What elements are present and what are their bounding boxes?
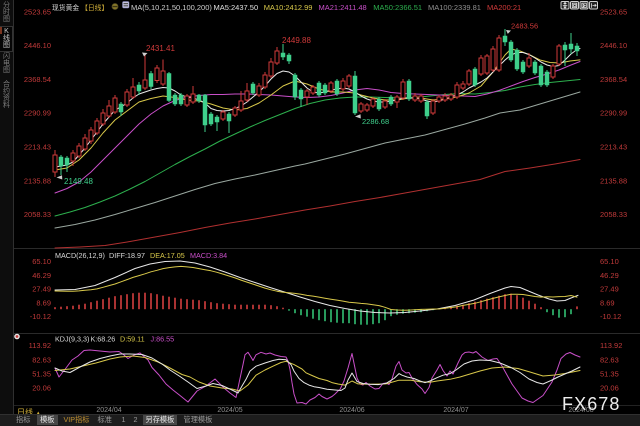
svg-text:-10.12: -10.12 (600, 312, 621, 321)
svg-text:J:86.55: J:86.55 (151, 335, 175, 344)
svg-text:2431.41: 2431.41 (146, 44, 175, 53)
svg-text:2024/04: 2024/04 (96, 407, 121, 414)
svg-text:20.06: 20.06 (600, 384, 619, 393)
svg-text:113.92: 113.92 (600, 341, 622, 350)
svg-text:113.92: 113.92 (29, 341, 51, 350)
svg-text:8.69: 8.69 (600, 299, 615, 308)
svg-text:8.69: 8.69 (36, 299, 51, 308)
svg-text:2290.99: 2290.99 (600, 109, 627, 118)
svg-text:2058.33: 2058.33 (600, 210, 627, 219)
svg-text:2290.99: 2290.99 (24, 109, 51, 118)
svg-text:2024/06: 2024/06 (339, 407, 364, 414)
svg-text:65.10: 65.10 (600, 257, 619, 266)
svg-text:2058.33: 2058.33 (24, 210, 51, 219)
svg-text:现货黄金 【日线】: 现货黄金 【日线】 (52, 3, 108, 12)
svg-text:MA(5,10,21,50,100,200): MA(5,10,21,50,100,200) (131, 3, 212, 12)
svg-text:65.10: 65.10 (32, 257, 51, 266)
svg-text:MA200:21: MA200:21 (487, 3, 521, 12)
svg-text:2149.48: 2149.48 (64, 177, 93, 186)
svg-text:2024/08: 2024/08 (568, 407, 593, 414)
svg-text:DIFF:18.97: DIFF:18.97 (109, 251, 145, 260)
svg-text:2368.54: 2368.54 (24, 75, 51, 84)
svg-text:20.06: 20.06 (32, 384, 51, 393)
svg-text:2483.56: 2483.56 (511, 22, 538, 31)
svg-text:2368.54: 2368.54 (600, 75, 627, 84)
svg-text:KDJ(9,3,3): KDJ(9,3,3) (55, 335, 89, 344)
svg-text:82.63: 82.63 (32, 355, 51, 364)
svg-text:MACD:3.84: MACD:3.84 (190, 251, 227, 260)
svg-text:2213.43: 2213.43 (24, 143, 51, 152)
svg-text:27.49: 27.49 (32, 285, 51, 294)
svg-text:D:59.11: D:59.11 (120, 335, 145, 344)
svg-text:2446.10: 2446.10 (24, 41, 51, 50)
svg-text:51.35: 51.35 (32, 370, 51, 379)
svg-text:2024/05: 2024/05 (217, 407, 242, 414)
svg-text:MA21:2411.48: MA21:2411.48 (319, 3, 367, 12)
svg-text:MA100:2339.81: MA100:2339.81 (428, 3, 481, 12)
svg-text:46.29: 46.29 (600, 271, 619, 280)
svg-text:2024/07: 2024/07 (443, 407, 468, 414)
svg-text:MA50:2366.51: MA50:2366.51 (373, 3, 422, 12)
svg-text:FX678: FX678 (562, 394, 621, 414)
svg-text:46.29: 46.29 (32, 271, 51, 280)
svg-text:27.49: 27.49 (600, 285, 619, 294)
svg-text:2523.65: 2523.65 (600, 7, 627, 16)
svg-text:2286.68: 2286.68 (362, 117, 389, 126)
svg-text:MACD(26,12,9): MACD(26,12,9) (55, 251, 105, 260)
svg-text:2135.88: 2135.88 (600, 176, 627, 185)
svg-text:-10.12: -10.12 (30, 312, 51, 321)
svg-text:MA10:2412.99: MA10:2412.99 (264, 3, 313, 12)
svg-text:2213.43: 2213.43 (600, 143, 627, 152)
svg-text:K:68.26: K:68.26 (91, 335, 116, 344)
svg-text:MA5:2437.50: MA5:2437.50 (214, 3, 259, 12)
svg-text:2523.65: 2523.65 (24, 7, 51, 16)
svg-text:2135.88: 2135.88 (24, 176, 51, 185)
svg-text:2449.88: 2449.88 (282, 36, 311, 45)
svg-text:2446.10: 2446.10 (600, 41, 627, 50)
svg-text:51.35: 51.35 (600, 370, 619, 379)
svg-text:82.63: 82.63 (600, 355, 619, 364)
svg-text:DEA:17.05: DEA:17.05 (150, 251, 185, 260)
